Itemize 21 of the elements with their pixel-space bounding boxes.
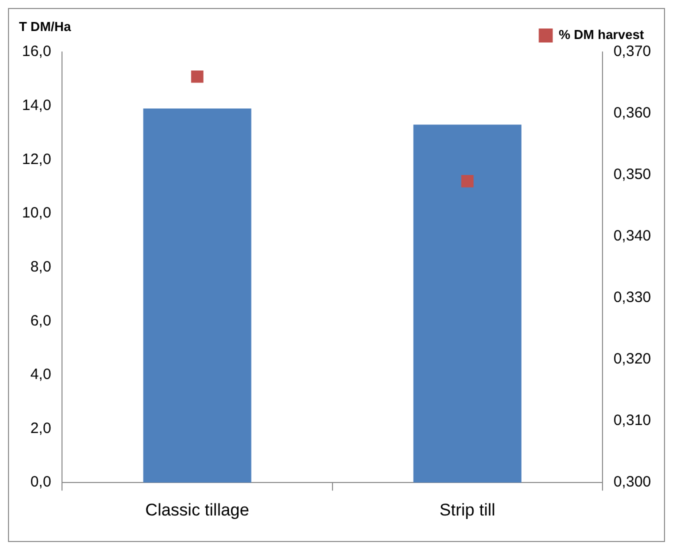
y2-tick-label: 0,330 xyxy=(613,289,652,306)
y-tick-label: 4,0 xyxy=(30,366,52,384)
x-tick-label: Strip till xyxy=(440,500,496,520)
y-tick-label: 2,0 xyxy=(30,420,52,437)
y2-tick-label: 0,370 xyxy=(613,43,652,60)
y-tick-label: 0,0 xyxy=(30,474,52,491)
y2-tick-label: 0,340 xyxy=(613,228,652,245)
legend-label: % DM harvest xyxy=(558,27,645,42)
y-tick-label: 16,0 xyxy=(22,43,52,60)
y-tick-label: 10,0 xyxy=(22,204,52,222)
y-tick-label: 12,0 xyxy=(22,150,52,168)
y2-tick-label: 0,350 xyxy=(613,166,652,184)
x-tick-label: Classic tillage xyxy=(145,500,250,520)
y-tick-label: 14,0 xyxy=(22,96,52,114)
y-tick-label: 6,0 xyxy=(30,312,52,330)
y-axis-title: T DM/Ha xyxy=(19,19,72,34)
y2-tick-label: 0,320 xyxy=(613,350,652,368)
y2-tick-label: 0,300 xyxy=(613,474,652,491)
y2-tick-label: 0,310 xyxy=(613,412,652,430)
y-tick-label: 8,0 xyxy=(30,258,52,276)
y2-tick-label: 0,360 xyxy=(613,104,652,122)
